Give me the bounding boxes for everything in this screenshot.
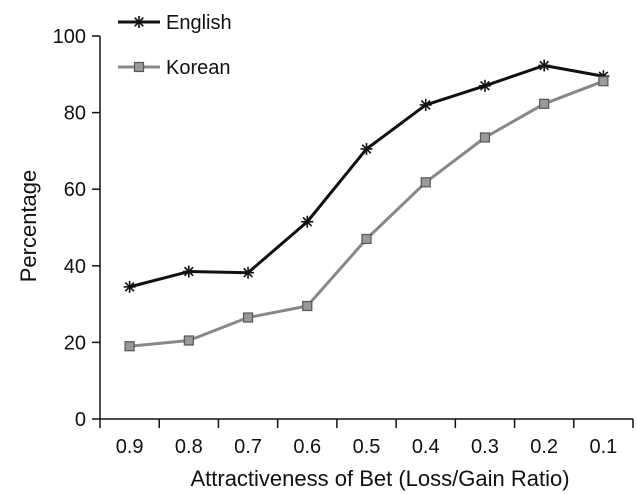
legend-marker-korean	[133, 61, 145, 73]
legend-label-english: English	[166, 12, 232, 34]
x-tick-label: 0.6	[293, 436, 321, 458]
axes: 0 20 40 60 80 100 0.9 0.8 0.7 0.6 0.5 0.4 0.3 0.2 0.1	[53, 26, 634, 458]
legend: English Korean	[118, 12, 232, 79]
series-line-korean	[129, 79, 604, 348]
data-point-english	[478, 79, 491, 92]
data-point-english	[419, 98, 432, 111]
y-tick-label: 80	[64, 103, 86, 125]
data-point-english	[242, 266, 255, 279]
y-tick-label: 40	[64, 256, 86, 278]
x-axis-title: Attractiveness of Bet (Loss/Gain Ratio)	[190, 466, 569, 491]
x-tick-label: 0.9	[116, 436, 144, 458]
data-point-korean	[183, 335, 194, 346]
legend-marker-english	[133, 16, 145, 28]
data-point-english	[538, 59, 551, 72]
y-axis-title: Percentage	[16, 170, 41, 283]
y-tick-label: 20	[64, 332, 86, 354]
data-point-english	[182, 265, 195, 278]
data-point-korean	[598, 76, 609, 87]
data-point-korean	[539, 98, 550, 109]
data-point-korean	[242, 312, 254, 323]
x-tick-label: 0.3	[471, 436, 499, 458]
data-point-korean	[361, 233, 372, 245]
y-tick-label: 0	[75, 409, 86, 431]
x-tick-label: 0.2	[530, 436, 558, 458]
y-tick-label: 100	[53, 26, 86, 48]
data-point-korean	[479, 132, 491, 143]
y-tick-label: 60	[64, 179, 86, 201]
x-tick-label: 0.5	[353, 436, 381, 458]
data-point-english	[301, 215, 314, 228]
data-point-korean	[124, 341, 135, 352]
x-tick-label: 0.8	[175, 436, 203, 458]
x-tick-label: 0.4	[412, 436, 440, 458]
series-layer	[123, 59, 610, 352]
data-point-korean	[302, 300, 313, 312]
data-point-english	[123, 280, 136, 293]
data-point-korean	[420, 177, 431, 188]
series-line-english	[129, 63, 604, 289]
data-point-english	[360, 142, 373, 155]
x-tick-label: 0.1	[589, 436, 617, 458]
x-tick-label: 0.7	[234, 436, 262, 458]
legend-label-korean: Korean	[166, 57, 231, 79]
